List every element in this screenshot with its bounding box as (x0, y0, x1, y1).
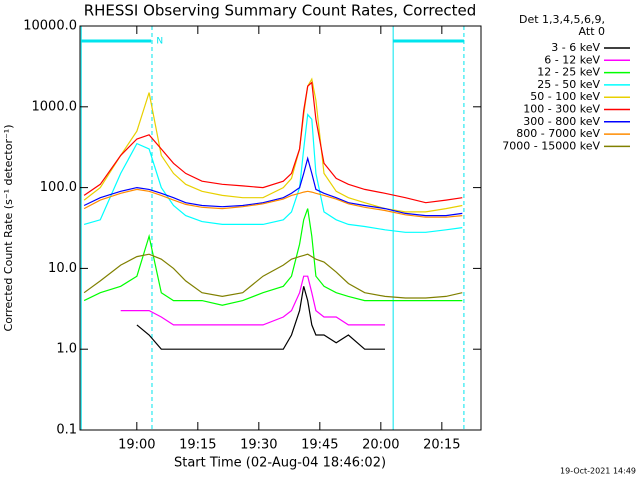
series-line (136, 286, 385, 350)
series-line (83, 253, 463, 299)
x-tick-label: 20:15 (423, 438, 460, 453)
y-tick-label: 10.0 (48, 261, 77, 276)
series-line (120, 275, 385, 326)
legend-header: Att 0 (579, 25, 605, 38)
chart-title: RHESSI Observing Summary Count Rates, Co… (84, 2, 477, 20)
series-line (83, 113, 463, 233)
series-line (83, 188, 463, 218)
legend-label: 300 - 800 keV (523, 115, 600, 128)
legend-label: 800 - 7000 keV (516, 127, 600, 140)
y-tick-label: 1.0 (56, 342, 77, 357)
x-tick-label: 19:45 (301, 438, 338, 453)
timestamp: 19-Oct-2021 14:49 (560, 467, 636, 476)
legend-header: Det 1,3,4,5,6,9, (519, 13, 605, 26)
legend-label: 12 - 25 keV (537, 66, 600, 79)
x-tick-label: 20:00 (362, 438, 399, 453)
x-tick-label: 19:00 (118, 438, 155, 453)
legend-label: 25 - 50 keV (537, 78, 600, 91)
annotation: N (156, 37, 163, 47)
y-tick-label: 0.1 (56, 423, 77, 438)
series-line (83, 81, 463, 204)
plot-frame (79, 25, 482, 431)
legend-label: 50 - 100 keV (530, 90, 600, 103)
y-tick-label: 100.0 (40, 180, 77, 195)
legend-label: 100 - 300 keV (523, 103, 600, 116)
legend-label: 6 - 12 keV (544, 53, 600, 66)
y-tick-label: 1000.0 (32, 99, 78, 114)
series-line (83, 77, 463, 213)
series-line (83, 208, 463, 306)
x-axis-label: Start Time (02-Aug-04 18:46:02) (174, 456, 386, 471)
legend-label: 7000 - 15000 keV (502, 139, 600, 152)
x-tick-label: 19:15 (179, 438, 216, 453)
y-tick-label: 10000.0 (23, 19, 77, 34)
series-line (83, 156, 463, 217)
y-axis-label: Corrected Count Rate (s⁻¹ detector⁻¹) (2, 125, 15, 332)
legend-label: 3 - 6 keV (551, 41, 600, 54)
x-tick-label: 19:30 (240, 438, 277, 453)
